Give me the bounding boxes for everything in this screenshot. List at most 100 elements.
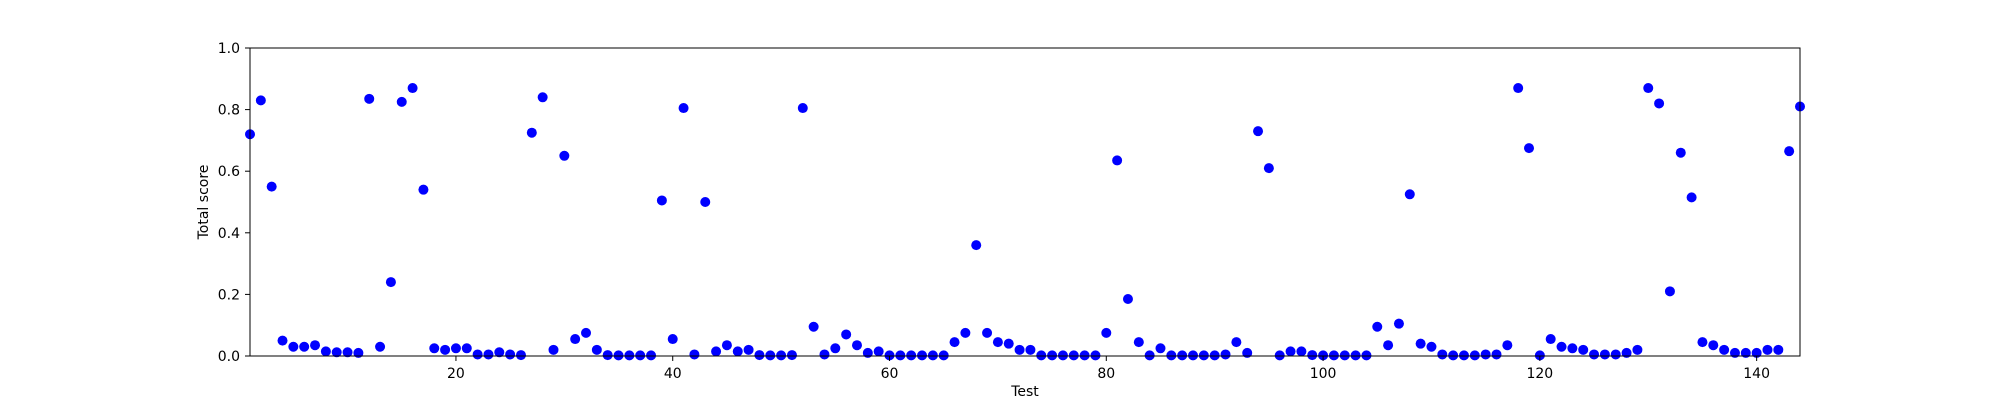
data-point [1448,350,1459,361]
data-point [732,346,743,357]
data-point [342,347,353,358]
data-point [624,350,635,361]
data-point [581,327,592,338]
data-point [1404,189,1415,200]
y-tick-label: 0.4 [218,226,240,242]
data-point [862,347,873,358]
y-axis-ticks: 0.0 0.2 0.4 0.6 0.8 1.0 [218,41,250,365]
data-point [689,349,700,360]
data-point [1751,347,1762,358]
data-point [1654,98,1665,109]
data-point [461,343,472,354]
data-point [1177,350,1188,361]
data-point [1686,192,1697,203]
data-point [1393,318,1404,329]
x-tick-label: 120 [1526,366,1553,382]
data-point [483,349,494,360]
data-point [982,327,993,338]
data-point [1524,143,1535,154]
data-point [1578,344,1589,355]
data-point [1253,126,1264,137]
data-point [1784,146,1795,157]
data-point [450,343,461,354]
data-point [1632,344,1643,355]
data-point [1589,349,1600,360]
data-point [1480,349,1491,360]
data-point [1697,337,1708,348]
x-tick-label: 100 [1310,366,1337,382]
data-point [1231,337,1242,348]
data-point [1621,347,1632,358]
data-point [1458,350,1469,361]
data-point [1025,344,1036,355]
y-tick-label: 1.0 [218,41,240,57]
data-point [700,197,711,207]
data-point [1090,350,1101,361]
data-point [526,127,537,138]
data-point [364,93,375,104]
data-point [1491,349,1502,360]
data-point [537,92,548,103]
data-point [819,349,830,360]
data-point [960,327,971,338]
data-point [1643,83,1654,94]
data-point [1263,163,1274,174]
data-point [992,337,1003,348]
plot-frame [249,47,1801,357]
data-point [1307,350,1318,361]
data-point [385,277,396,288]
data-point [1372,321,1383,332]
data-point [1675,147,1686,158]
data-point [1014,344,1025,355]
data-point [299,341,310,352]
data-point [591,344,602,355]
data-point [1188,350,1199,361]
data-point [1220,349,1231,360]
data-point [1068,350,1079,361]
data-point [396,96,407,107]
data-point [971,240,982,251]
data-point [418,184,429,195]
x-tick-label: 20 [447,366,465,382]
data-point [754,350,765,361]
data-point [938,350,949,361]
data-point [515,350,526,361]
data-point [548,344,559,355]
data-point [1198,350,1209,361]
data-point [1437,349,1448,360]
data-point [353,347,364,358]
data-point [1556,341,1567,352]
y-tick-label: 0.6 [218,164,240,180]
data-point [331,347,342,358]
data-point [906,350,917,361]
data-point [602,350,613,361]
data-point [375,341,386,352]
data-point [310,340,321,351]
data-point [895,350,906,361]
data-point [1144,350,1155,361]
data-point [743,344,754,355]
data-point [1242,347,1253,358]
y-tick-label: 0.2 [218,287,240,303]
data-point [1112,155,1123,166]
data-point [830,343,841,354]
data-point [1209,350,1220,361]
data-point [1567,343,1578,354]
data-point [1285,346,1296,357]
data-point [1740,347,1751,358]
data-point [808,321,819,332]
data-point [1383,340,1394,351]
data-point [635,350,646,361]
data-point [786,350,797,361]
data-point [255,95,266,106]
data-point [1350,350,1361,361]
data-point [667,334,678,345]
data-point [797,103,808,114]
data-point [1057,350,1068,361]
data-point [949,337,960,348]
data-point [1708,340,1719,351]
x-tick-label: 60 [881,366,899,382]
data-point [266,181,277,192]
